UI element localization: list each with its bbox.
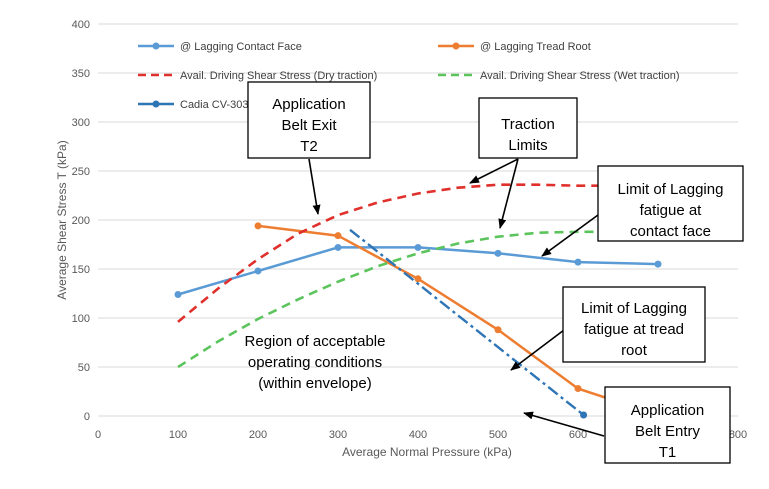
callout-text-application-exit-2: T2 <box>300 138 318 155</box>
callout-text-traction-limits-1: Limits <box>508 137 547 154</box>
series-0-point-3 <box>414 243 422 251</box>
series-0-point-1 <box>254 267 262 275</box>
callout-box-limit-contact <box>597 165 744 242</box>
y-tick-label-8: 400 <box>72 19 90 31</box>
y-tick-label-1: 50 <box>78 362 90 374</box>
data-series <box>174 183 662 419</box>
callout-text-limit-contact-2: contact face <box>630 223 711 240</box>
annotation-arrow-1 <box>469 158 519 184</box>
x-axis-title: Average Normal Pressure (kPa) <box>342 445 512 459</box>
y-tick-label-3: 150 <box>72 264 90 276</box>
series-0-point-2 <box>334 243 342 251</box>
gridlines <box>98 23 738 417</box>
legend: @ Lagging Contact Face @ Lagging Tread Ro… <box>138 41 680 111</box>
series-1-point-1 <box>334 232 342 240</box>
legend-label-0: @ Lagging Contact Face <box>180 41 302 53</box>
legend-marker-1 <box>452 42 460 50</box>
annotation-arrow-4 <box>510 329 565 371</box>
callout-text-application-exit-0: Application <box>272 96 345 113</box>
tick-labels: 0 50 100 150 200 250 300 350 400 0 100 200 300 400 500… <box>72 19 748 441</box>
callout-text-application-exit-1: Belt Exit <box>281 117 337 134</box>
y-axis-title: Average Shear Stress T (kPa) <box>55 140 69 299</box>
y-tick-label-6: 300 <box>72 117 90 129</box>
series-line-1 <box>257 224 659 417</box>
series-0-point-4 <box>494 249 502 257</box>
series-4-point-end <box>580 411 588 419</box>
y-tick-label-0: 0 <box>84 411 90 423</box>
callout-text-region-2: (within envelope) <box>258 375 371 392</box>
callout-text-application-entry-2: T1 <box>659 444 677 461</box>
y-tick-label-2: 100 <box>72 313 90 325</box>
annotations: Application Belt Exit T2 Traction Limits Limi… <box>245 81 744 464</box>
callout-text-limit-tread-1: fatigue at tread <box>584 321 684 338</box>
y-tick-label-4: 200 <box>72 215 90 227</box>
series-0-point-6 <box>654 260 662 268</box>
x-tick-label-8: 800 <box>729 429 747 441</box>
series-line-3 <box>177 230 658 369</box>
y-tick-label-7: 350 <box>72 68 90 80</box>
legend-label-2: Avail. Driving Shear Stress (Dry tractio… <box>180 70 377 82</box>
x-tick-label-5: 500 <box>489 429 507 441</box>
annotation-arrow-3 <box>541 214 599 257</box>
axis-titles: Average Normal Pressure (kPa) Average Sh… <box>55 140 512 459</box>
callout-text-limit-tread-0: Limit of Lagging <box>581 300 687 317</box>
x-tick-label-4: 400 <box>409 429 427 441</box>
callout-text-application-entry-0: Application <box>631 402 704 419</box>
x-tick-label-0: 0 <box>95 429 101 441</box>
callout-box-limit-tread <box>562 286 706 363</box>
series-line-2 <box>177 183 658 323</box>
y-tick-label-5: 250 <box>72 166 90 178</box>
x-tick-label-2: 200 <box>249 429 267 441</box>
callout-box-application-exit <box>247 81 371 159</box>
legend-label-1: @ Lagging Tread Root <box>480 41 591 53</box>
annotation-arrows <box>308 158 605 437</box>
series-line-4 <box>349 228 585 416</box>
callout-text-limit-contact-1: fatigue at <box>640 202 703 219</box>
x-tick-label-6: 600 <box>569 429 587 441</box>
callout-box-application-entry <box>604 386 731 464</box>
x-tick-label-1: 100 <box>169 429 187 441</box>
callout-box-traction-limits <box>478 97 578 159</box>
x-tick-label-3: 300 <box>329 429 347 441</box>
callout-text-traction-limits-0: Traction <box>501 116 555 133</box>
callout-text-limit-tread-2: root <box>621 342 648 359</box>
legend-marker-4 <box>152 100 160 108</box>
callout-text-limit-contact-0: Limit of Lagging <box>618 181 724 198</box>
annotation-arrow-2 <box>498 158 519 229</box>
legend-label-4: Cadia CV-3035 <box>180 99 255 111</box>
callout-text-application-entry-1: Belt Entry <box>635 423 701 440</box>
callout-text-region-1: operating conditions <box>248 354 382 371</box>
legend-label-3: Avail. Driving Shear Stress (Wet tractio… <box>480 70 680 82</box>
series-1-point-4 <box>574 385 582 393</box>
legend-marker-0 <box>152 42 160 50</box>
series-1-point-2 <box>414 275 422 283</box>
series-0-point-5 <box>574 258 582 266</box>
annotation-arrow-0 <box>308 158 321 215</box>
annotation-arrow-5 <box>523 411 605 437</box>
series-1-point-0 <box>254 222 262 230</box>
callout-text-region-0: Region of acceptable <box>245 333 386 350</box>
series-1-point-3 <box>494 326 502 334</box>
series-0-point-0 <box>174 290 182 298</box>
